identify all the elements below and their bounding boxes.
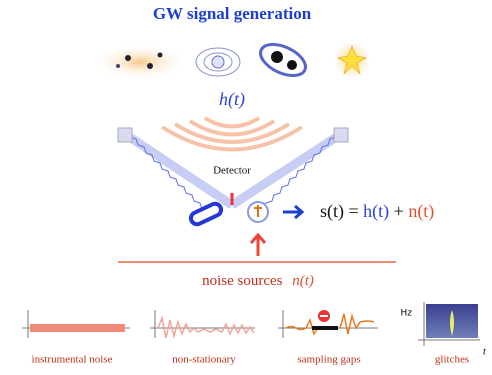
panel-label: sampling gaps: [297, 354, 360, 366]
wave-arcs: [162, 118, 302, 150]
equation: s(t) = h(t) + n(t): [320, 201, 434, 222]
x-axis-label: t: [483, 346, 486, 357]
title: GW signal generation: [153, 4, 312, 23]
noise-label: noise sources: [202, 273, 283, 289]
eq-plus: +: [394, 201, 404, 221]
signal-label: h(t): [219, 89, 245, 110]
eq-lhs: s(t) =: [320, 201, 359, 222]
noise-symbol: n(t): [292, 273, 314, 289]
noise-band: [30, 324, 125, 332]
gaps-signal: [286, 314, 374, 334]
panel-label: non-stationary: [172, 354, 236, 366]
detector-label: Detector: [213, 165, 251, 177]
sources-icons: [92, 38, 370, 82]
eq-noise: n(t): [408, 201, 434, 222]
eq-signal: h(t): [363, 201, 389, 222]
panel-label: glitches: [435, 354, 469, 366]
panel-label: instrumental noise: [32, 354, 113, 366]
noise-sources: noise sources n(t): [202, 273, 314, 289]
noise-arrow: [251, 235, 265, 256]
arrow: [283, 206, 302, 218]
diagram: GW signal generation h(t) Detector: [0, 0, 492, 375]
y-axis-label: Hz: [401, 309, 413, 319]
